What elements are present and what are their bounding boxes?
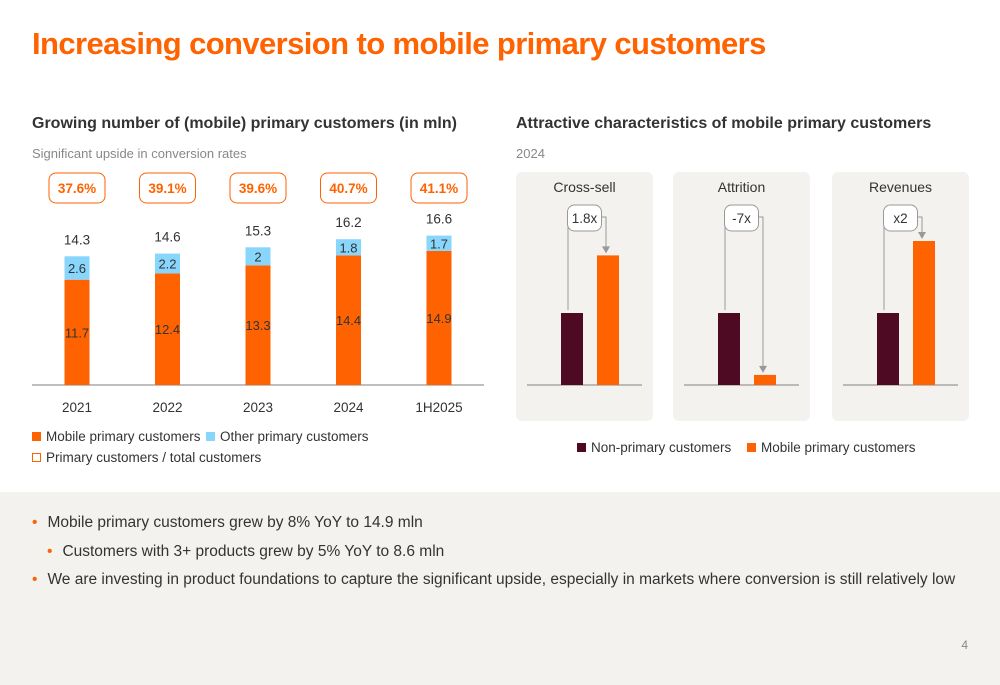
bar-mobile-primary bbox=[155, 273, 180, 385]
data-label-mobile: 14.4 bbox=[336, 313, 361, 328]
bar-other-primary bbox=[336, 239, 361, 256]
bar-non-primary bbox=[718, 313, 740, 385]
legend-label-mobile-primary: Mobile primary customers bbox=[761, 440, 916, 455]
x-tick-label: 1H2025 bbox=[415, 400, 462, 415]
panel-title: Cross-sell bbox=[553, 179, 615, 195]
panel-title: Attrition bbox=[718, 179, 765, 195]
ratio-label: 37.6% bbox=[58, 181, 96, 196]
total-label: 14.3 bbox=[64, 232, 90, 247]
multiplier-label: x2 bbox=[893, 211, 907, 226]
legend-label-other: Other primary customers bbox=[220, 429, 369, 444]
total-label: 16.2 bbox=[335, 215, 361, 230]
ratio-label: 39.6% bbox=[239, 181, 277, 196]
legend-item-other: Other primary customers bbox=[206, 429, 369, 444]
left-chart-title: Growing number of (mobile) primary custo… bbox=[32, 115, 457, 132]
right-chart-subtitle: 2024 bbox=[516, 146, 545, 161]
legend-item-mobile: Mobile primary customers bbox=[32, 429, 201, 444]
data-label-other: 2.6 bbox=[68, 261, 86, 276]
legend-swatch-mobile bbox=[32, 432, 41, 441]
bracket-arrow bbox=[918, 232, 926, 239]
bullet-dot: • bbox=[32, 514, 38, 531]
x-tick-label: 2021 bbox=[62, 400, 92, 415]
legend-item-non-primary: Non-primary customers bbox=[577, 440, 731, 455]
total-label: 14.6 bbox=[154, 230, 180, 245]
bar-mobile-primary bbox=[754, 374, 776, 385]
legend-label-mobile: Mobile primary customers bbox=[46, 429, 201, 444]
bar-non-primary bbox=[561, 313, 583, 385]
page-title: Increasing conversion to mobile primary … bbox=[32, 26, 766, 61]
ratio-box bbox=[229, 172, 287, 204]
data-label-mobile: 12.4 bbox=[155, 322, 180, 337]
left-chart-subtitle: Significant upside in conversion rates bbox=[32, 146, 247, 161]
legend-item-mobile-primary: Mobile primary customers bbox=[747, 440, 916, 455]
legend-swatch-other bbox=[206, 432, 215, 441]
bar-other-primary bbox=[155, 253, 180, 274]
legend-swatch-ratio bbox=[32, 453, 41, 462]
bar-non-primary bbox=[877, 313, 899, 385]
bullet-panel bbox=[0, 492, 1000, 685]
ratio-box bbox=[139, 172, 196, 204]
bullet-dot: • bbox=[47, 543, 53, 560]
ratio-box bbox=[48, 172, 106, 204]
x-tick-label: 2024 bbox=[333, 400, 364, 415]
legend-swatch-mobile-primary bbox=[747, 443, 756, 452]
total-label: 16.6 bbox=[426, 212, 452, 227]
bracket-arrow bbox=[602, 246, 610, 254]
legend-label-ratio: Primary customers / total customers bbox=[46, 450, 262, 465]
comparison-panel bbox=[673, 172, 810, 421]
page-number: 4 bbox=[961, 638, 968, 652]
charts-canvas: 11.7 2.6 14.3 2021 37.6% 12.4 2.2 14.6 2022 39.1%… bbox=[32, 172, 969, 421]
data-label-mobile: 13.3 bbox=[245, 318, 270, 333]
total-label: 15.3 bbox=[245, 223, 271, 238]
multiplier-label: 1.8x bbox=[572, 211, 598, 226]
multiplier-label: -7x bbox=[732, 211, 751, 226]
data-label-other: 1.8 bbox=[339, 240, 357, 255]
bullet-text: Customers with 3+ products grew by 5% Yo… bbox=[62, 543, 445, 560]
ratio-label: 39.1% bbox=[148, 181, 186, 196]
bar-mobile-primary bbox=[426, 250, 452, 385]
bullet-item: • We are investing in product foundations… bbox=[32, 571, 955, 589]
bracket-arrow bbox=[759, 365, 767, 373]
multiplier-box bbox=[567, 204, 602, 232]
ratio-box bbox=[410, 172, 468, 204]
legend-item-ratio: Primary customers / total customers bbox=[32, 450, 261, 465]
ratio-label: 40.7% bbox=[329, 181, 367, 196]
data-label-mobile: 14.9 bbox=[426, 311, 451, 326]
bullet-text: Mobile primary customers grew by 8% YoY … bbox=[47, 514, 423, 531]
legend-label-non-primary: Non-primary customers bbox=[591, 440, 732, 455]
x-tick-label: 2022 bbox=[152, 400, 182, 415]
x-tick-label: 2023 bbox=[243, 400, 273, 415]
bar-mobile-primary bbox=[336, 255, 361, 385]
data-label-other: 2.2 bbox=[158, 257, 176, 272]
bar-other-primary bbox=[64, 256, 90, 280]
panel-title: Revenues bbox=[869, 179, 932, 195]
bar-other-primary bbox=[426, 235, 452, 251]
bullet-item: • Mobile primary customers grew by 8% YoY… bbox=[32, 514, 423, 532]
bullet-dot: • bbox=[32, 571, 38, 588]
data-label-other: 1.7 bbox=[430, 236, 448, 251]
bar-mobile-primary bbox=[245, 265, 271, 385]
bar-mobile-primary bbox=[597, 255, 619, 385]
bar-mobile-primary bbox=[64, 279, 90, 385]
multiplier-box bbox=[724, 204, 759, 232]
right-chart-title: Attractive characteristics of mobile pri… bbox=[516, 115, 932, 132]
bullet-text: We are investing in product foundations … bbox=[47, 571, 956, 588]
data-label-mobile: 11.7 bbox=[65, 325, 89, 340]
bullet-item: • Customers with 3+ products grew by 5% Y… bbox=[47, 543, 444, 561]
ratio-label: 41.1% bbox=[420, 181, 458, 196]
data-label-other: 2 bbox=[254, 249, 261, 264]
bar-other-primary bbox=[245, 247, 271, 266]
bar-mobile-primary bbox=[913, 241, 935, 385]
legend-swatch-non-primary bbox=[577, 443, 586, 452]
multiplier-box bbox=[883, 204, 918, 232]
ratio-box bbox=[320, 172, 377, 204]
